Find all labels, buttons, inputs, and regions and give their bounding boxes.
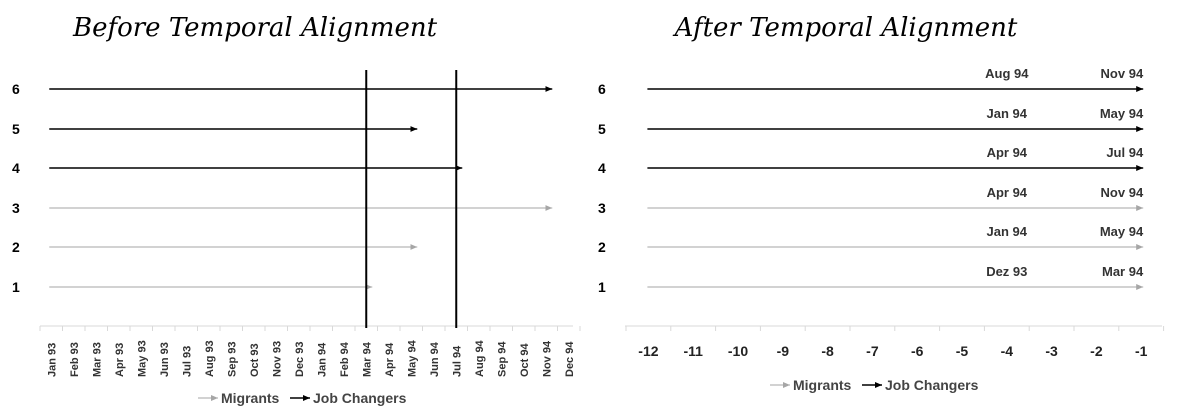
right-chart: -12 -11 -10 -9 -8 -7 -6 -5 -4 -3 -2 -1 1 2 3 4 5 6 Dez 9… bbox=[598, 66, 1165, 359]
left-x-tick-label: Dec 94 bbox=[564, 341, 576, 377]
right-start-date-label: Jan 94 bbox=[987, 106, 1028, 121]
right-row-label: 4 bbox=[598, 160, 606, 176]
right-x-tick-label: -9 bbox=[777, 343, 790, 359]
right-x-tick-label: -1 bbox=[1135, 343, 1148, 359]
left-x-tick-label: Aug 93 bbox=[204, 340, 216, 377]
left-row-label: 3 bbox=[12, 200, 20, 216]
right-chart-title: After Temporal Alignment bbox=[673, 13, 1018, 43]
left-x-tick-label: Nov 94 bbox=[541, 340, 553, 377]
left-x-tick-label: Nov 93 bbox=[271, 341, 283, 377]
right-row-label: 2 bbox=[598, 239, 606, 255]
right-row-label: 3 bbox=[598, 200, 606, 216]
left-x-tick-label: Sep 94 bbox=[496, 341, 508, 377]
right-end-date-label: Nov 94 bbox=[1101, 66, 1144, 81]
right-x-tick-label: -6 bbox=[911, 343, 924, 359]
left-row-label: 2 bbox=[12, 239, 20, 255]
right-x-tick-label: -12 bbox=[638, 343, 658, 359]
left-x-tick-label: Jul 94 bbox=[451, 345, 463, 377]
right-x-tick-label: -10 bbox=[728, 343, 748, 359]
left-chart: Jan 93 Feb 93 Mar 93 Apr 93 May 93 Jun 93 Jul … bbox=[12, 70, 581, 377]
left-x-tick-label: May 94 bbox=[406, 339, 418, 377]
left-x-tick-label: Jan 93 bbox=[46, 343, 58, 377]
right-start-date-label: Dez 93 bbox=[986, 264, 1027, 279]
right-start-date-label: Apr 94 bbox=[987, 145, 1028, 160]
right-x-tick-label: -3 bbox=[1045, 343, 1058, 359]
right-end-date-label: Nov 94 bbox=[1101, 185, 1144, 200]
right-end-date-label: Jul 94 bbox=[1106, 145, 1144, 160]
right-start-date-label: Aug 94 bbox=[985, 66, 1029, 81]
right-x-tick-label: -2 bbox=[1090, 343, 1103, 359]
left-x-tick-label: May 93 bbox=[136, 340, 148, 377]
right-row-label: 5 bbox=[598, 121, 606, 137]
left-x-tick-label: Apr 94 bbox=[384, 342, 396, 377]
left-row-label: 4 bbox=[12, 160, 20, 176]
left-x-tick-label: Mar 94 bbox=[361, 341, 373, 377]
left-x-tick-label: Sep 93 bbox=[226, 342, 238, 377]
left-row-label: 1 bbox=[12, 279, 20, 295]
left-x-tick-label: Jan 94 bbox=[316, 342, 328, 377]
right-start-date-label: Apr 94 bbox=[987, 185, 1028, 200]
left-x-tick-label: Jul 93 bbox=[181, 346, 193, 377]
left-legend-migrants-label: Migrants bbox=[221, 390, 280, 406]
right-x-tick-label: -4 bbox=[1001, 343, 1014, 359]
left-x-tick-label: Feb 94 bbox=[339, 341, 351, 377]
left-x-tick-label: Dec 93 bbox=[294, 342, 306, 377]
left-x-tick-label: Jun 93 bbox=[159, 342, 171, 377]
left-x-tick-label: Oct 93 bbox=[249, 343, 261, 377]
right-end-date-label: May 94 bbox=[1100, 224, 1144, 239]
right-end-date-label: May 94 bbox=[1100, 106, 1144, 121]
right-legend-migrants-label: Migrants bbox=[793, 377, 852, 393]
right-x-tick-label: -7 bbox=[866, 343, 879, 359]
right-x-tick-label: -8 bbox=[821, 343, 834, 359]
left-x-tick-label: Feb 93 bbox=[69, 342, 81, 377]
right-end-date-label: Mar 94 bbox=[1102, 264, 1144, 279]
left-row-label: 5 bbox=[12, 121, 20, 137]
left-legend: Migrants Job Changers bbox=[198, 390, 407, 406]
left-x-tick-label: Jun 94 bbox=[429, 341, 441, 377]
left-x-tick-label: Oct 94 bbox=[519, 342, 531, 377]
left-x-tick-label: Aug 94 bbox=[474, 339, 486, 377]
right-x-tick-label: -11 bbox=[683, 343, 703, 359]
right-start-date-label: Jan 94 bbox=[987, 224, 1028, 239]
right-row-label: 1 bbox=[598, 279, 606, 295]
left-row-label: 6 bbox=[12, 81, 20, 97]
right-row-label: 6 bbox=[598, 81, 606, 97]
left-chart-title: Before Temporal Alignment bbox=[72, 13, 438, 43]
left-legend-job-changers-label: Job Changers bbox=[313, 390, 407, 406]
right-legend: Migrants Job Changers bbox=[770, 377, 979, 393]
right-x-tick-label: -5 bbox=[956, 343, 969, 359]
right-legend-job-changers-label: Job Changers bbox=[885, 377, 979, 393]
left-x-tick-label: Apr 93 bbox=[114, 343, 126, 377]
left-x-tick-label: Mar 93 bbox=[91, 342, 103, 377]
